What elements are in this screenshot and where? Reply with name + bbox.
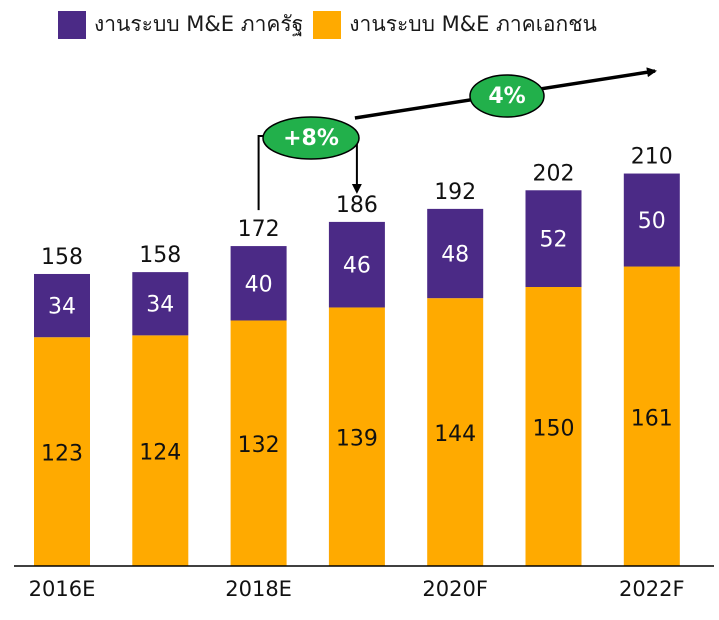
value-label-government-2018E: 40 bbox=[245, 272, 273, 297]
total-label-2019F: 186 bbox=[336, 193, 378, 218]
x-tick-label-2022F: 2022F bbox=[619, 577, 685, 601]
value-label-government-2017E: 34 bbox=[146, 293, 174, 318]
total-label-2021F: 202 bbox=[533, 161, 575, 186]
value-label-private-2017E: 124 bbox=[139, 441, 181, 466]
x-tick-label-2020F: 2020F bbox=[422, 577, 488, 601]
growth-badge-label-2016-2018: +8% bbox=[283, 126, 339, 151]
total-label-2020F: 192 bbox=[434, 180, 476, 205]
growth-badge-label-2019-2022: 4% bbox=[488, 84, 525, 109]
value-label-private-2018E: 132 bbox=[238, 433, 280, 458]
value-label-private-2019F: 139 bbox=[336, 427, 378, 452]
value-label-private-2021F: 150 bbox=[533, 417, 575, 442]
total-label-2018E: 172 bbox=[238, 217, 280, 242]
value-label-government-2021F: 52 bbox=[540, 228, 568, 253]
value-label-government-2019F: 46 bbox=[343, 254, 371, 279]
total-label-2022F: 210 bbox=[631, 145, 673, 170]
value-label-government-2020F: 48 bbox=[441, 243, 469, 268]
total-label-2016E: 158 bbox=[41, 245, 83, 270]
x-tick-label-2016E: 2016E bbox=[29, 577, 96, 601]
x-tick-label-2018E: 2018E bbox=[225, 577, 292, 601]
value-label-private-2022F: 161 bbox=[631, 406, 673, 431]
stacked-bar-chart: 123 34 158 2016E 124 34 158 132 40 172 2018E 139 46 1… bbox=[0, 0, 719, 620]
value-label-government-2022F: 50 bbox=[638, 209, 666, 234]
value-label-private-2016E: 123 bbox=[41, 442, 83, 467]
total-label-2017E: 158 bbox=[139, 243, 181, 268]
value-label-government-2016E: 34 bbox=[48, 295, 76, 320]
value-label-private-2020F: 144 bbox=[434, 422, 476, 447]
